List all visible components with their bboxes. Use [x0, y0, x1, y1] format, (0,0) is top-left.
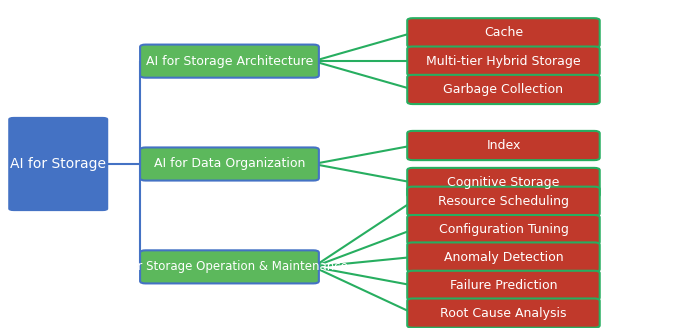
- Text: Multi-tier Hybrid Storage: Multi-tier Hybrid Storage: [426, 55, 581, 68]
- Text: Resource Scheduling: Resource Scheduling: [438, 195, 569, 208]
- Text: Garbage Collection: Garbage Collection: [443, 83, 564, 96]
- FancyBboxPatch shape: [407, 271, 600, 300]
- Text: Anomaly Detection: Anomaly Detection: [444, 251, 563, 263]
- FancyBboxPatch shape: [140, 45, 319, 78]
- Text: Configuration Tuning: Configuration Tuning: [438, 223, 569, 236]
- FancyBboxPatch shape: [140, 148, 319, 180]
- Text: Cache: Cache: [484, 26, 523, 39]
- Text: AI for Storage Operation & Maintenance: AI for Storage Operation & Maintenance: [111, 260, 348, 273]
- FancyBboxPatch shape: [407, 298, 600, 328]
- FancyBboxPatch shape: [407, 187, 600, 216]
- Text: Cognitive Storage: Cognitive Storage: [447, 176, 560, 189]
- FancyBboxPatch shape: [407, 215, 600, 244]
- Text: AI for Storage: AI for Storage: [10, 157, 106, 171]
- Text: Index: Index: [486, 139, 521, 152]
- FancyBboxPatch shape: [407, 242, 600, 272]
- Text: AI for Data Organization: AI for Data Organization: [154, 157, 305, 171]
- FancyBboxPatch shape: [407, 168, 600, 197]
- FancyBboxPatch shape: [407, 47, 600, 76]
- Text: AI for Storage Architecture: AI for Storage Architecture: [146, 55, 313, 68]
- FancyBboxPatch shape: [407, 18, 600, 48]
- FancyBboxPatch shape: [407, 75, 600, 104]
- FancyBboxPatch shape: [140, 250, 319, 283]
- FancyBboxPatch shape: [407, 131, 600, 160]
- FancyBboxPatch shape: [8, 117, 108, 211]
- Text: Root Cause Analysis: Root Cause Analysis: [440, 307, 566, 319]
- Text: Failure Prediction: Failure Prediction: [450, 279, 557, 292]
